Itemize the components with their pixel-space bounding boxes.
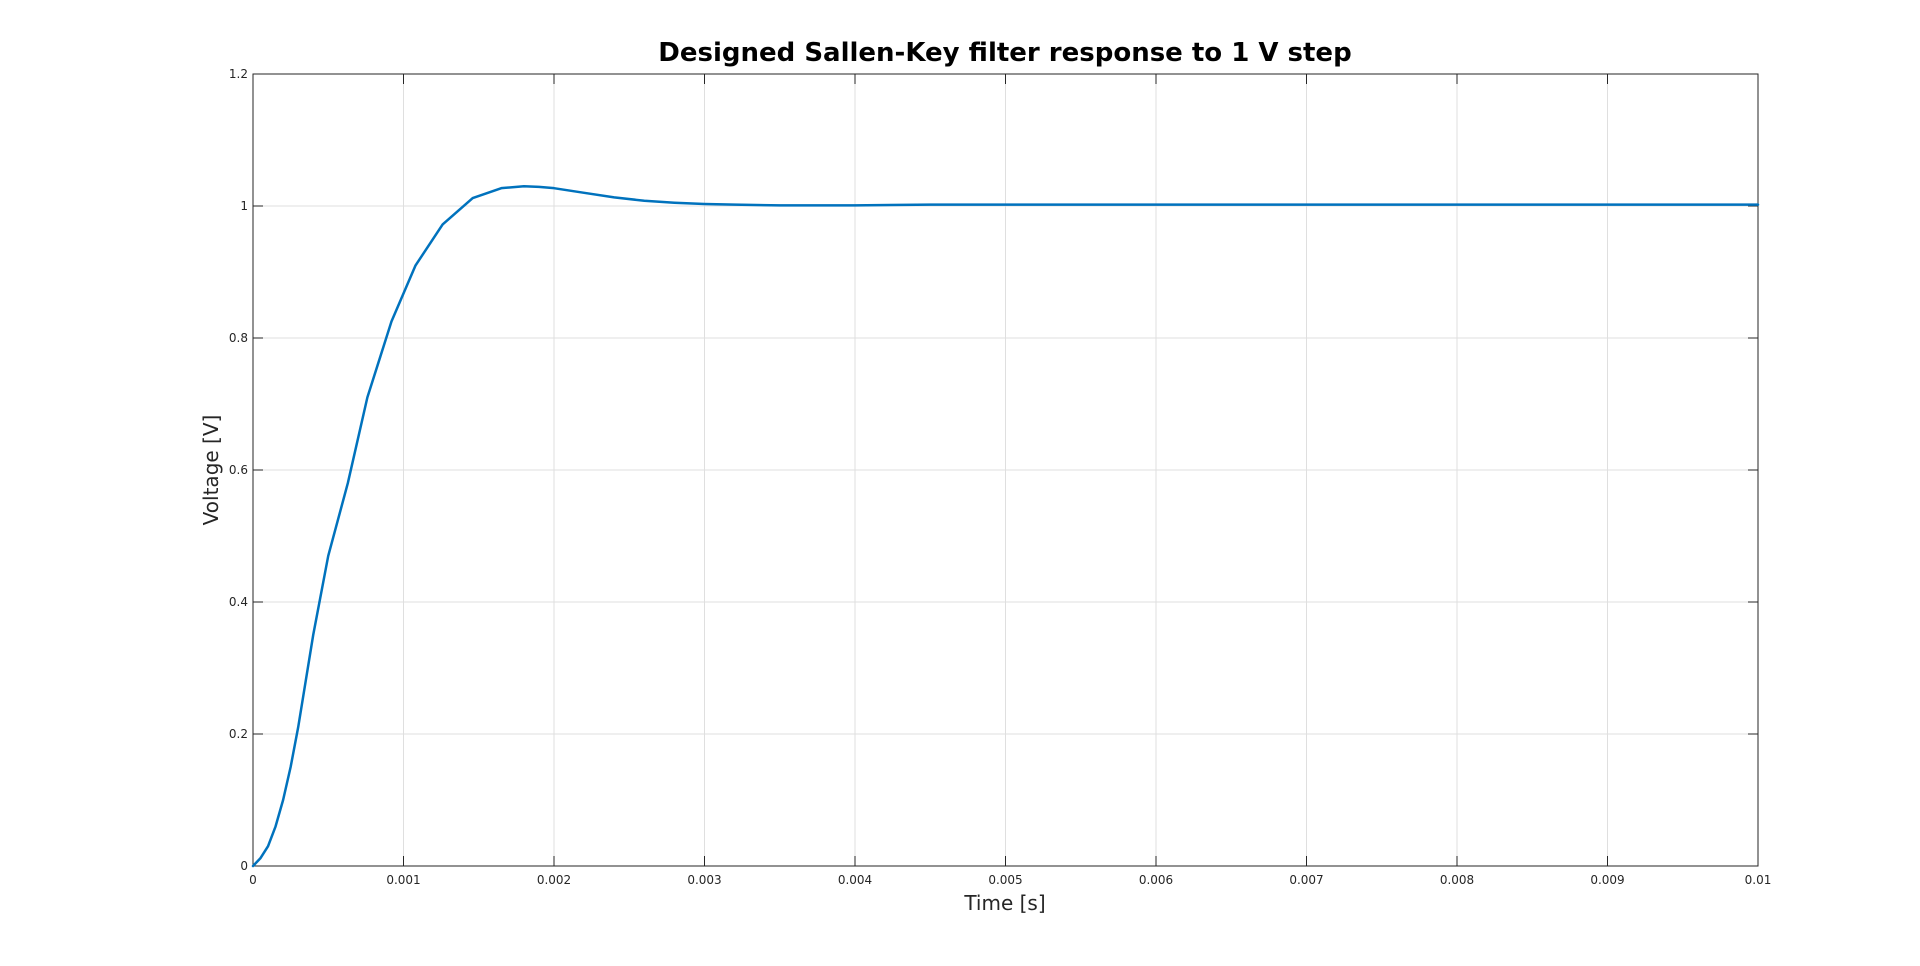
x-tick-label: 0.01 bbox=[1745, 873, 1772, 887]
x-tick-label: 0.008 bbox=[1440, 873, 1474, 887]
x-tick-label: 0.003 bbox=[687, 873, 721, 887]
series-line bbox=[251, 184, 1760, 868]
x-tick-label: 0.005 bbox=[988, 873, 1022, 887]
x-tick-label: 0.004 bbox=[838, 873, 872, 887]
y-tick-label: 0.4 bbox=[229, 595, 248, 609]
series-layer bbox=[251, 184, 1760, 868]
x-axis-title: Time [s] bbox=[963, 891, 1045, 915]
chart-title: Designed Sallen-Key filter response to 1… bbox=[658, 38, 1351, 68]
x-tick-label: 0.006 bbox=[1139, 873, 1173, 887]
grid-layer bbox=[253, 74, 1758, 866]
y-tick-label: 0.2 bbox=[229, 727, 248, 741]
plot-frame bbox=[252, 73, 1759, 867]
y-tick-label: 0 bbox=[240, 859, 248, 873]
y-tick-label: 0.8 bbox=[229, 331, 248, 345]
x-tick-label: 0.002 bbox=[537, 873, 571, 887]
y-tick-label: 1.2 bbox=[229, 67, 248, 81]
y-axis-title: Voltage [V] bbox=[199, 415, 223, 526]
y-tick-label: 0.6 bbox=[229, 463, 248, 477]
y-tick-labels: 0 0.2 0.4 0.6 0.8 1 1.2 bbox=[229, 67, 248, 873]
x-tick-label: 0.001 bbox=[386, 873, 420, 887]
y-tick-label: 1 bbox=[240, 199, 248, 213]
x-tick-label: 0.009 bbox=[1590, 873, 1624, 887]
x-tick-labels: 0 0.001 0.002 0.003 0.004 0.005 0.006 0.007 0.00… bbox=[249, 873, 1771, 887]
x-tick-label: 0 bbox=[249, 873, 257, 887]
x-tick-label: 0.007 bbox=[1289, 873, 1323, 887]
